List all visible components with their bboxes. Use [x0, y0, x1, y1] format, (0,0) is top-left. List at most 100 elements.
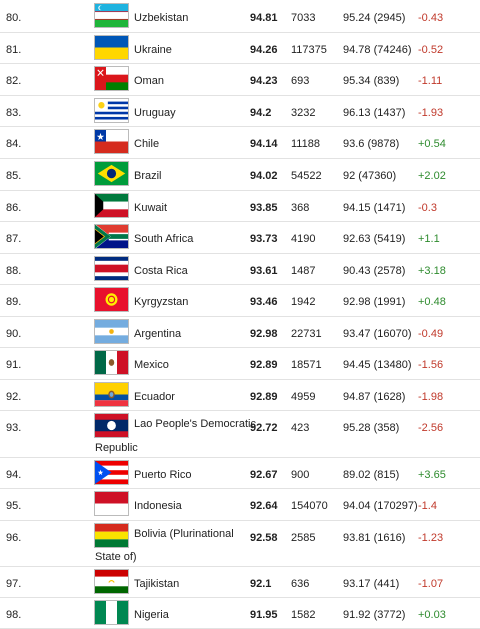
population-value: 2585 [291, 532, 316, 544]
country-name[interactable]: Tajikistan [134, 578, 180, 590]
rank-number: 94. [6, 469, 22, 481]
change-value: -0.3 [418, 202, 437, 214]
score-value: 93.85 [250, 202, 278, 214]
bolivia-flag-icon [94, 523, 129, 548]
change-value: -0.43 [418, 12, 444, 24]
table-row: 82. Oman 94.23 693 95.34 (839) -1.11 [0, 63, 480, 96]
rank-number: 96. [6, 532, 22, 544]
table-row: 86. Kuwait 93.85 368 94.15 (1471) -0.3 [0, 190, 480, 222]
tajikistan-flag-icon [94, 569, 129, 594]
table-row: 93. Lao People's Democratic Republic 92.72 4… [0, 410, 480, 458]
table-row: 95. Indonesia 92.64 154070 94.04 (170297) -1.… [0, 488, 480, 521]
previous-score-value: 94.04 (170297) [343, 500, 418, 512]
score-value: 93.73 [250, 233, 278, 245]
population-value: 4959 [291, 391, 316, 403]
change-value: -1.93 [418, 107, 444, 119]
country-name[interactable]: Mexico [134, 359, 169, 371]
country-name[interactable]: Uruguay [134, 107, 176, 119]
rank-number: 86. [6, 202, 22, 214]
country-name[interactable]: Brazil [134, 170, 162, 182]
previous-score-value: 92.63 (5419) [343, 233, 406, 245]
previous-score-value: 94.45 (13480) [343, 359, 412, 371]
change-value: -1.07 [418, 578, 444, 590]
previous-score-value: 93.81 (1616) [343, 532, 406, 544]
country-name[interactable]: Chile [134, 138, 160, 150]
country-name[interactable]: Oman [134, 75, 164, 87]
rank-number: 84. [6, 138, 22, 150]
change-value: -2.56 [418, 422, 444, 434]
score-value: 92.89 [250, 359, 278, 371]
score-value: 93.46 [250, 296, 278, 308]
argentina-flag-icon [94, 319, 129, 344]
change-value: +3.65 [418, 469, 446, 481]
previous-score-value: 90.43 (2578) [343, 265, 406, 277]
change-value: +0.48 [418, 296, 446, 308]
score-value: 94.81 [250, 12, 278, 24]
previous-score-value: 95.28 (358) [343, 422, 400, 434]
country-name[interactable]: Nigeria [134, 609, 169, 621]
change-value: +2.02 [418, 170, 446, 182]
rank-number: 90. [6, 328, 22, 340]
table-row: 88. Costa Rica 93.61 1487 90.43 (2578) +3.18 [0, 253, 480, 285]
population-value: 1582 [291, 609, 316, 621]
country-name-continued: Republic [95, 442, 138, 454]
table-row: 91. Mexico 92.89 18571 94.45 (13480) -1.56 [0, 347, 480, 380]
country-name[interactable]: Ecuador [134, 391, 175, 403]
country-name[interactable]: Lao People's Democratic [134, 418, 256, 430]
score-value: 92.58 [250, 532, 278, 544]
change-value: -1.98 [418, 391, 444, 403]
population-value: 117375 [291, 44, 327, 56]
rank-number: 83. [6, 107, 22, 119]
rank-number: 80. [6, 12, 22, 24]
chile-flag-icon [94, 129, 129, 154]
population-value: 22731 [291, 328, 322, 340]
score-value: 92.98 [250, 328, 278, 340]
previous-score-value: 93.17 (441) [343, 578, 400, 590]
south-africa-flag-icon [94, 224, 129, 249]
score-value: 91.95 [250, 609, 278, 621]
table-row: 83. Uruguay 94.2 3232 96.13 (1437) -1.93 [0, 95, 480, 127]
score-value: 93.61 [250, 265, 278, 277]
table-row: 96. Bolivia (Plurinational State of) 92.58 2… [0, 520, 480, 567]
oman-flag-icon [94, 66, 129, 91]
table-row: 94. Puerto Rico 92.67 900 89.02 (815) +3.65 [0, 457, 480, 489]
country-name[interactable]: Kuwait [134, 202, 168, 214]
table-row: 92. Ecuador 92.89 4959 94.87 (1628) -1.98 [0, 379, 480, 411]
ecuador-flag-icon [94, 382, 129, 407]
score-value: 94.02 [250, 170, 278, 182]
country-name[interactable]: Costa Rica [134, 265, 188, 277]
country-name[interactable]: Indonesia [134, 500, 182, 512]
population-value: 7033 [291, 12, 316, 24]
country-name[interactable]: Puerto Rico [134, 469, 192, 481]
uruguay-flag-icon [94, 98, 129, 123]
previous-score-value: 95.24 (2945) [343, 12, 406, 24]
country-name[interactable]: Ukraine [134, 44, 172, 56]
rank-number: 89. [6, 296, 22, 308]
rank-number: 97. [6, 578, 22, 590]
score-value: 94.23 [250, 75, 278, 87]
uzbekistan-flag-icon [94, 3, 129, 28]
rank-number: 87. [6, 233, 22, 245]
change-value: +1.1 [418, 233, 440, 245]
previous-score-value: 94.15 (1471) [343, 202, 406, 214]
change-value: +0.54 [418, 138, 446, 150]
country-name[interactable]: Kyrgyzstan [134, 296, 189, 308]
country-name[interactable]: Bolivia (Plurinational [134, 528, 234, 540]
previous-score-value: 92.98 (1991) [343, 296, 406, 308]
country-name[interactable]: Uzbekistan [134, 12, 189, 24]
brazil-flag-icon [94, 161, 129, 186]
table-row: 89. Kyrgyzstan 93.46 1942 92.98 (1991) +0.48 [0, 284, 480, 317]
score-value: 94.14 [250, 138, 278, 150]
rank-number: 91. [6, 359, 22, 371]
country-name-continued: State of) [95, 551, 137, 563]
country-name[interactable]: South Africa [134, 233, 194, 245]
score-value: 94.26 [250, 44, 278, 56]
table-row: 87. South Africa 93.73 4190 92.63 (5419) +1.1 [0, 221, 480, 254]
table-row: 98. Nigeria 91.95 1582 91.92 (3772) +0.03 [0, 597, 480, 629]
table-row: 97. Tajikistan 92.1 636 93.17 (441) -1.07 [0, 566, 480, 598]
population-value: 154070 [291, 500, 328, 512]
table-row: 90. Argentina 92.98 22731 93.47 (16070) -0.49 [0, 316, 480, 348]
costa-rica-flag-icon [94, 256, 129, 281]
country-name[interactable]: Argentina [134, 328, 182, 340]
previous-score-value: 89.02 (815) [343, 469, 400, 481]
